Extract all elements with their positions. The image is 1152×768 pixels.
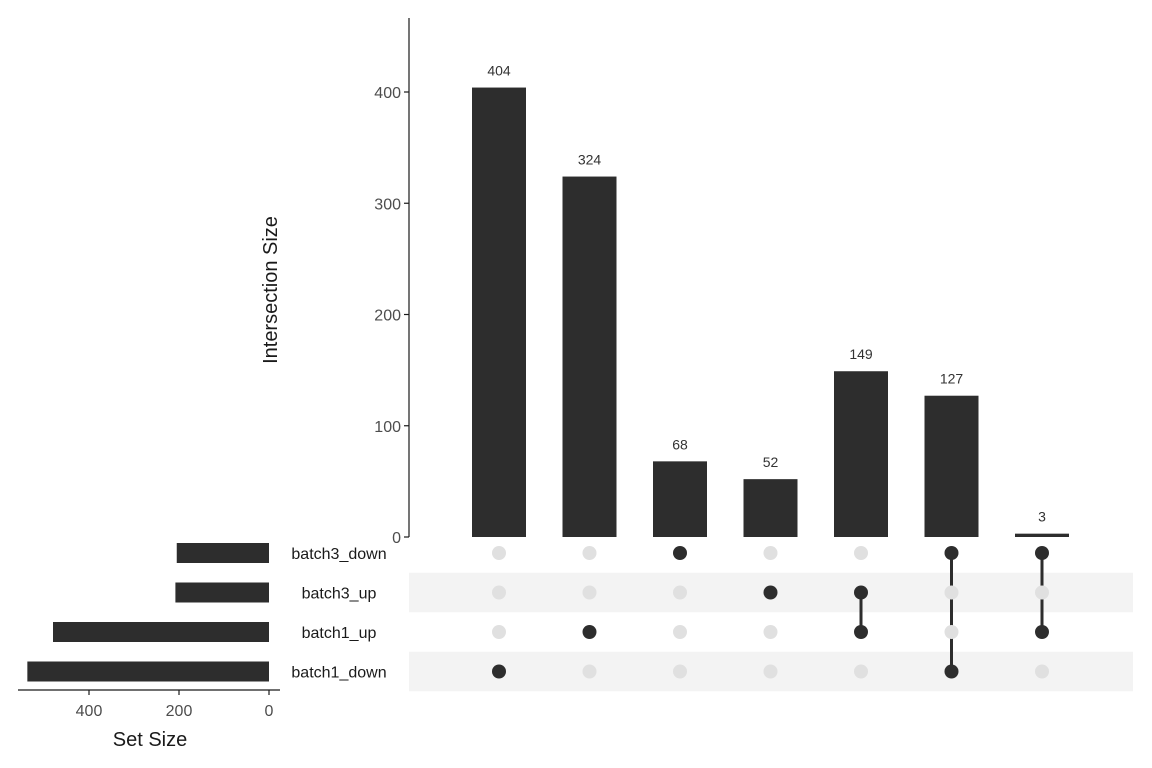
y-axis-title: Intersection Size bbox=[260, 216, 282, 364]
matrix-dot-inactive bbox=[854, 664, 868, 679]
set-size-axis-title: Set Size bbox=[113, 729, 187, 751]
intersection-bar bbox=[472, 87, 526, 538]
set-label: batch3_down bbox=[291, 546, 386, 563]
intersection-bar-value: 127 bbox=[940, 371, 964, 387]
matrix-dot-active bbox=[854, 625, 868, 639]
set-size-tick-label: 400 bbox=[76, 703, 103, 720]
matrix-dot-inactive bbox=[492, 546, 506, 560]
matrix-dot-inactive bbox=[673, 664, 687, 679]
intersection-bar-value: 404 bbox=[487, 63, 511, 79]
y-tick-label: 300 bbox=[374, 196, 401, 213]
intersection-bar-labels: 404 324 68 52 149 127 3 bbox=[487, 63, 1046, 525]
set-label: batch1_down bbox=[291, 665, 386, 682]
set-labels: batch3_down batch3_up batch1_up batch1_down bbox=[291, 546, 386, 682]
set-label: batch3_up bbox=[302, 586, 377, 603]
set-label: batch1_up bbox=[302, 625, 377, 642]
intersection-bar bbox=[924, 395, 979, 537]
matrix-dot-inactive bbox=[763, 664, 778, 679]
y-tick-label: 200 bbox=[374, 308, 401, 325]
set-size-bar bbox=[175, 582, 269, 603]
intersection-bars bbox=[472, 87, 1069, 538]
matrix-dot-active bbox=[492, 664, 506, 679]
matrix-dot-inactive bbox=[763, 546, 778, 560]
intersection-bar bbox=[562, 176, 617, 538]
matrix-dot-active bbox=[582, 625, 597, 639]
intersection-bar bbox=[834, 371, 888, 537]
intersection-bar bbox=[653, 461, 707, 537]
intersection-bar bbox=[1015, 533, 1069, 537]
matrix-dot-active bbox=[944, 664, 959, 679]
matrix-dot-active bbox=[1035, 625, 1049, 639]
matrix-dot-inactive bbox=[1035, 585, 1049, 600]
intersection-bar-value: 3 bbox=[1038, 509, 1046, 525]
intersection-bar-value: 149 bbox=[849, 346, 873, 362]
matrix-dot-active bbox=[763, 585, 778, 600]
matrix-dot-inactive bbox=[1035, 664, 1049, 679]
matrix-dot-inactive bbox=[582, 546, 597, 560]
set-size-axis: 400 200 0 bbox=[18, 689, 280, 720]
intersection-bar-value: 52 bbox=[763, 454, 779, 470]
intersection-bar bbox=[743, 479, 798, 537]
matrix-dot-active bbox=[854, 585, 868, 600]
matrix-dot-inactive bbox=[944, 625, 959, 639]
matrix-dot-active bbox=[1035, 546, 1049, 560]
matrix-dot-inactive bbox=[944, 585, 959, 600]
y-tick-label: 400 bbox=[374, 85, 401, 102]
matrix-dot-inactive bbox=[492, 625, 506, 639]
intersection-bar-value: 68 bbox=[672, 436, 688, 452]
y-tick-label: 100 bbox=[374, 419, 401, 436]
intersection-bar-value: 324 bbox=[578, 152, 602, 168]
matrix-dot-inactive bbox=[582, 664, 597, 679]
set-size-bar bbox=[27, 661, 269, 682]
y-tick-label: 0 bbox=[392, 530, 401, 547]
matrix-dot-inactive bbox=[854, 546, 868, 560]
matrix-dot-inactive bbox=[763, 625, 778, 639]
matrix-dot-inactive bbox=[673, 585, 687, 600]
intersection-matrix bbox=[492, 546, 1049, 679]
set-size-bars bbox=[27, 543, 269, 682]
matrix-dot-active bbox=[673, 546, 687, 560]
matrix-dot-active bbox=[944, 546, 959, 560]
intersection-size-axis: 0 100 200 300 400 bbox=[374, 18, 410, 547]
set-size-tick-label: 200 bbox=[166, 703, 193, 720]
matrix-dot-inactive bbox=[492, 585, 506, 600]
set-size-bar bbox=[53, 622, 269, 642]
matrix-dot-inactive bbox=[673, 625, 687, 639]
matrix-dot-inactive bbox=[582, 585, 597, 600]
set-size-bar bbox=[176, 543, 269, 563]
set-size-tick-label: 0 bbox=[265, 703, 274, 720]
